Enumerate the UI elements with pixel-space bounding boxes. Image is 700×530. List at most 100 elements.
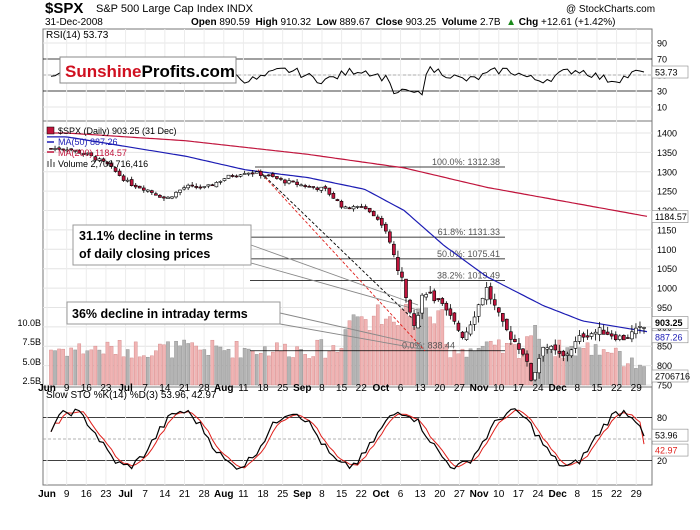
rsi-tick-label: 70 <box>657 55 667 65</box>
volume-bar <box>190 342 194 386</box>
candle-body <box>593 331 598 335</box>
candle-body <box>113 167 118 172</box>
volume-bar <box>476 348 481 386</box>
volume-tick-label: 5.0B <box>22 357 41 367</box>
x-tick-label: 21 <box>179 383 191 394</box>
x-tick-label: 22 <box>356 383 368 394</box>
x-tick-label: 22 <box>356 489 368 500</box>
x-tick-label: 28 <box>199 489 211 500</box>
volume-bar <box>85 350 90 386</box>
x-tick-label: Oct <box>373 383 390 394</box>
volume-bar <box>315 339 320 386</box>
x-tick-label: 27 <box>454 489 466 500</box>
candle-body <box>258 170 263 176</box>
volume-bar <box>198 349 203 386</box>
candle-body <box>501 313 505 322</box>
candle-body <box>234 175 239 178</box>
candle-body <box>218 181 223 183</box>
candle-body <box>154 193 158 196</box>
sto-k-value-label: 53.96 <box>655 431 678 441</box>
candle-body <box>412 313 416 327</box>
candle-body <box>428 291 432 294</box>
volume-bar <box>432 323 437 386</box>
annotation-pointer <box>250 244 419 306</box>
volume-bar <box>230 357 235 386</box>
x-tick-label: 15 <box>591 383 603 394</box>
volume-tick-label: 7.5B <box>22 337 41 347</box>
volume-bar <box>492 344 497 386</box>
candle-body <box>404 278 408 298</box>
candle-body <box>569 349 574 357</box>
candle-body <box>250 172 255 175</box>
volume-bar <box>452 349 457 386</box>
closing-decline-line <box>257 169 422 328</box>
candle-body <box>303 185 307 187</box>
candle-body <box>194 186 199 188</box>
volume-bar <box>468 348 473 386</box>
x-tick-label: 17 <box>513 383 525 394</box>
price-tick-label: 1150 <box>657 225 676 235</box>
candle-body <box>202 186 207 188</box>
volume-bar <box>505 343 509 386</box>
candle-body <box>77 149 82 154</box>
volume-bar <box>133 341 138 386</box>
candle-body <box>198 186 203 189</box>
x-tick-label: Dec <box>548 489 567 500</box>
volume-bar <box>589 354 594 386</box>
volume-bar <box>279 350 283 386</box>
volume-bar <box>577 347 582 386</box>
candle-body <box>178 189 182 193</box>
candle-body <box>367 207 372 213</box>
candle-body <box>319 186 324 191</box>
price-tick-label: 1400 <box>657 129 677 139</box>
volume-bar <box>242 348 247 386</box>
annotation-pointer <box>279 312 422 346</box>
volume-bar <box>622 366 626 386</box>
volume-bar <box>517 358 521 386</box>
candle-body <box>166 196 170 199</box>
legend-ma50: MA(50) 887.26 <box>58 137 118 147</box>
x-tick-label: 13 <box>415 489 427 500</box>
candle-body <box>464 331 469 340</box>
legend-ma200: MA(200) 1184.57 <box>58 148 127 158</box>
x-tick-label: 9 <box>64 383 70 394</box>
candle-body <box>133 184 138 188</box>
volume-bar <box>634 368 638 386</box>
price-tick-label: 1100 <box>657 245 676 255</box>
candle-body <box>311 186 316 188</box>
candle-body <box>61 148 65 151</box>
volume-bar <box>509 342 513 386</box>
x-tick-label: 11 <box>238 383 249 394</box>
sto-k-value-label-box <box>651 428 689 442</box>
x-tick-label: Aug <box>214 489 233 500</box>
candle-body <box>158 194 162 198</box>
volume-tick-label: 2.5B <box>22 376 41 386</box>
candle-body <box>226 174 231 179</box>
sto-d-path <box>50 409 645 469</box>
price-tick-label: 1000 <box>657 284 677 294</box>
candle-body <box>517 343 521 350</box>
volume-bar <box>101 353 106 386</box>
volume-value-label: 2706716 <box>655 372 690 382</box>
candle-body <box>557 350 562 354</box>
candle-body <box>561 350 566 357</box>
candle-body <box>617 335 622 340</box>
x-tick-label: 29 <box>631 489 643 500</box>
price-tick-label: 950 <box>657 303 672 313</box>
candle-body <box>444 302 449 311</box>
volume-bar <box>569 346 574 386</box>
volume-bar <box>412 327 416 386</box>
volume-bar <box>275 342 279 386</box>
candle-body <box>573 341 578 349</box>
x-tick-label: 15 <box>591 489 603 500</box>
x-tick-label: 9 <box>64 489 70 500</box>
candle-body <box>496 307 501 313</box>
volume-bar <box>323 357 328 386</box>
volume-bar <box>351 314 356 386</box>
brand-logo: SunshineProfits.com <box>65 62 235 81</box>
annotation-intraday: 36% decline in intraday terms <box>72 307 248 321</box>
price-tick-label: 1050 <box>657 264 677 274</box>
candle-body <box>436 298 441 301</box>
volume-bar <box>597 354 602 386</box>
x-tick-label: 25 <box>277 383 289 394</box>
